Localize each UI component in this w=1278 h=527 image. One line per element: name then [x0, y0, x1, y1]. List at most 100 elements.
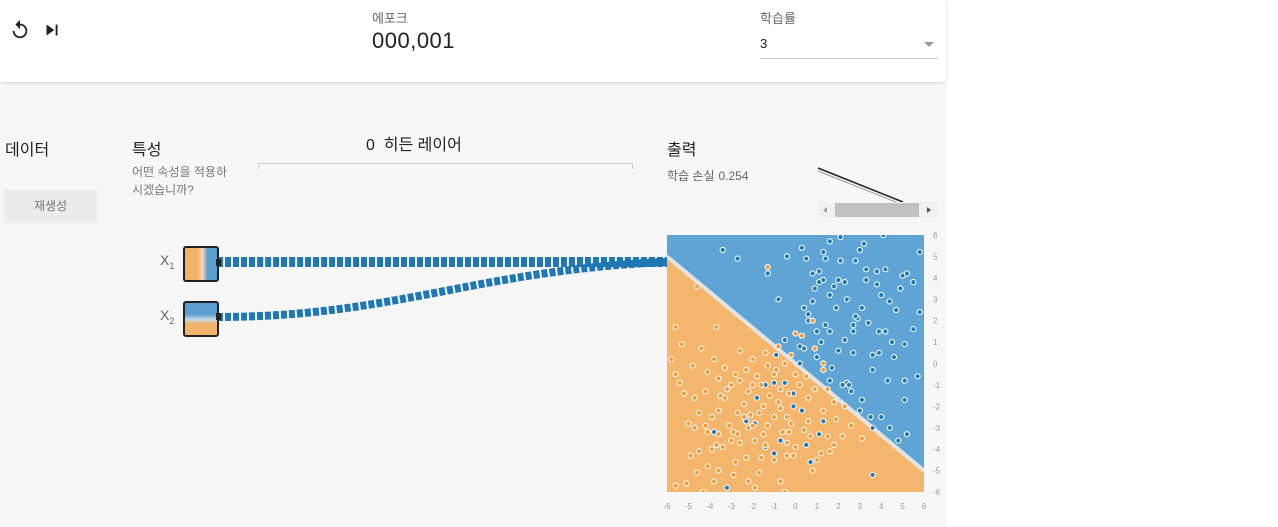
data-point-orange — [771, 456, 778, 463]
data-point-orange — [749, 381, 756, 388]
data-point-orange — [678, 341, 686, 348]
data-point-orange — [796, 381, 803, 388]
data-point-blue — [852, 313, 859, 320]
data-point-blue — [816, 431, 823, 438]
data-point-orange — [775, 343, 782, 350]
feature-x2-node[interactable] — [183, 301, 219, 337]
data-point-orange — [672, 482, 679, 489]
data-point-orange — [775, 399, 782, 406]
data-point-orange — [858, 435, 865, 442]
data-point-orange — [732, 458, 739, 466]
data-point-blue — [850, 328, 857, 335]
data-point-orange — [672, 324, 679, 331]
data-point-blue — [813, 328, 820, 335]
training-loss-label: 학습 손실 — [667, 169, 715, 183]
data-point-orange — [766, 392, 773, 399]
step-button[interactable] — [41, 19, 63, 41]
data-point-orange — [760, 431, 767, 438]
data-point-blue — [875, 328, 883, 335]
data-point-blue — [831, 283, 838, 290]
data-point-orange — [786, 428, 793, 436]
data-point-orange — [760, 403, 767, 410]
data-point-orange — [824, 433, 831, 440]
x-tick-label: 6 — [922, 502, 927, 511]
data-point-orange — [743, 454, 750, 461]
data-point-blue — [843, 296, 850, 303]
data-point-orange — [833, 416, 840, 423]
data-point-blue — [801, 304, 808, 311]
x-tick-label: -5 — [685, 502, 693, 511]
data-point-orange — [790, 452, 797, 459]
data-point-blue — [775, 296, 782, 303]
reset-icon — [12, 19, 28, 39]
heatmap-axes: 6 5 4 3 2 1 0 -1 -2 -3 -4 -5 -6 -6 -5 -4 -3 -2 -1 0 1 2 3 4 5 6 — [663, 231, 941, 511]
data-point-blue — [873, 281, 880, 288]
data-point-orange — [676, 379, 683, 386]
data-point-blue — [856, 407, 863, 414]
data-point-orange — [704, 463, 711, 470]
data-point-blue — [858, 396, 865, 403]
data-point-blue — [841, 279, 848, 286]
data-point-orange — [764, 422, 771, 429]
data-point-blue — [897, 285, 904, 292]
data-point-orange — [831, 441, 838, 448]
data-point-orange — [736, 347, 743, 354]
data-point-blue — [895, 437, 902, 444]
scroll-thumb[interactable] — [835, 203, 919, 217]
data-point-blue — [809, 270, 816, 277]
data-point-blue — [771, 379, 778, 386]
data-point-blue — [777, 437, 784, 444]
data-point-orange — [713, 441, 720, 448]
data-point-orange — [781, 360, 788, 367]
data-point-orange — [693, 283, 701, 290]
data-point-orange — [783, 452, 791, 459]
data-point-blue — [826, 377, 833, 384]
epoch-value: 000,001 — [372, 28, 456, 53]
data-point-blue — [734, 255, 741, 262]
data-point-orange — [758, 381, 765, 388]
data-point-blue — [837, 235, 844, 241]
data-point-orange — [756, 469, 763, 476]
data-point-blue — [850, 321, 857, 329]
data-point-blue — [826, 238, 833, 245]
data-point-blue — [899, 272, 906, 279]
data-point-orange — [762, 441, 769, 448]
data-point-blue — [910, 279, 917, 286]
scroll-right-icon[interactable] — [927, 207, 931, 213]
data-point-blue — [773, 351, 780, 359]
learning-rate-select[interactable]: 3 — [760, 32, 938, 59]
scroll-left-icon[interactable] — [823, 207, 827, 213]
data-point-blue — [863, 266, 870, 273]
data-point-orange — [715, 375, 722, 382]
hidden-layer-count: 0 — [366, 137, 375, 154]
data-point-orange — [771, 413, 778, 421]
data-point-orange — [786, 390, 793, 397]
data-point-blue — [828, 364, 835, 371]
data-point-blue — [888, 339, 895, 346]
data-point-orange — [764, 362, 771, 369]
hidden-layer-label: 히든 레이어 — [383, 137, 462, 154]
output-heatmap-svg — [667, 235, 924, 492]
x-tick-label: -1 — [771, 502, 779, 511]
data-point-blue — [796, 360, 803, 367]
data-point-blue — [869, 471, 876, 478]
decision-boundary — [667, 254, 924, 473]
y-tick-label: -4 — [933, 445, 941, 454]
data-point-orange — [745, 478, 752, 485]
regenerate-button[interactable]: 재생성 — [4, 190, 97, 223]
reset-button[interactable] — [9, 19, 31, 41]
output-heatmap[interactable] — [667, 235, 924, 492]
horizontal-scrollbar[interactable] — [818, 202, 937, 218]
data-point-orange — [721, 364, 728, 371]
data-point-orange — [698, 345, 705, 352]
data-point-orange — [745, 388, 752, 395]
feature-x1-node[interactable] — [183, 246, 219, 282]
data-point-orange — [734, 409, 741, 416]
data-point-blue — [858, 304, 865, 311]
data-point-orange — [818, 450, 825, 457]
link-x2-output[interactable] — [216, 258, 668, 321]
data-point-orange — [749, 422, 756, 429]
data-point-blue — [880, 235, 887, 239]
y-tick-label: 4 — [933, 274, 938, 283]
feature-x2-connector — [216, 313, 221, 320]
